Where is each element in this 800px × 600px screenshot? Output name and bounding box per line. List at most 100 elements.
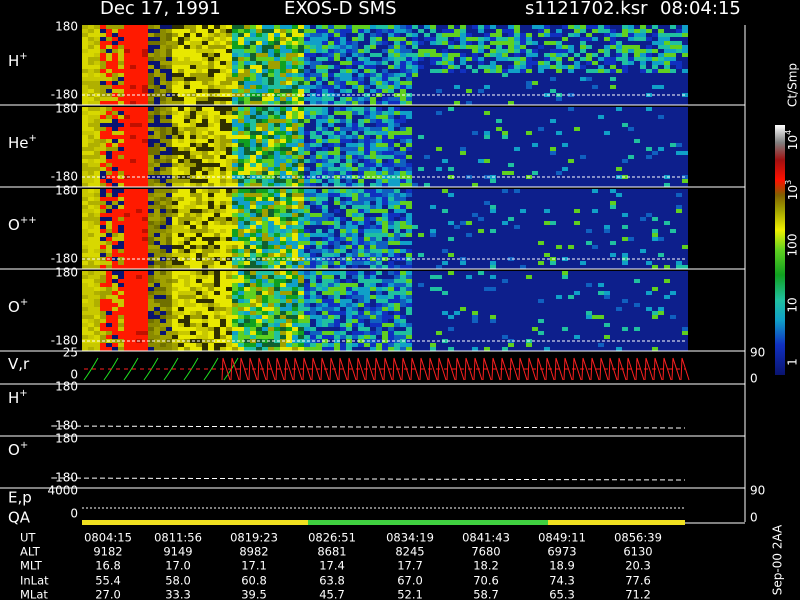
spectrogram-cell [658,163,664,167]
spectrogram-cell [418,159,424,163]
spectrogram-cell [286,81,292,85]
spectrogram-cell [202,45,208,49]
spectrogram-cell [640,123,646,127]
spectrogram-cell [652,139,658,143]
spectrogram-cell [388,175,394,179]
spectrogram-cell [484,135,490,139]
spectrogram-cell [244,97,250,101]
spectrogram-cell [628,61,634,65]
spectrogram-cell [316,163,322,167]
spectrogram-cell [622,25,628,29]
spectrogram-cell [316,53,322,57]
spectrogram-cell [616,139,622,143]
spectrogram-cell [232,33,238,37]
spectrogram-cell [184,197,190,201]
spectrogram-cell [514,119,520,123]
spectrogram-cell [220,225,226,229]
spectrogram-cell [598,131,604,135]
spectrogram-cell [424,167,430,171]
spectrogram-cell [376,183,382,187]
spectrogram-cell [244,253,250,257]
spectrogram-cell [274,233,280,237]
spectrogram-cell [682,29,688,33]
spectrogram-cell [256,41,262,45]
spectrogram-cell [196,81,202,85]
spectrogram-cell [334,29,340,33]
spectrogram-cell [238,241,244,245]
spectrogram-cell [634,69,640,73]
spectrogram-cell [406,25,412,29]
spectrogram-cell [472,167,478,171]
spectrogram-cell [124,213,130,217]
spectrogram-cell [424,111,430,115]
spectrogram-cell [148,97,154,101]
spectrogram-cell [394,69,400,73]
spectrogram-cell [106,41,112,45]
spectrogram-cell [310,147,316,151]
spectrogram-cell [214,159,220,163]
spectrogram-cell [298,97,304,101]
spectrogram-cell [460,81,466,85]
spectrogram-cell [640,183,646,187]
spectrogram-cell [370,45,376,49]
spectrogram-cell [208,41,214,45]
spectrogram-cell [112,159,118,163]
spectrogram-cell [502,37,508,41]
spectrogram-cell [262,253,268,257]
spectrogram-cell [328,189,334,193]
spectrogram-cell [610,33,616,37]
spectrogram-cell [268,65,274,69]
spectrogram-cell [190,229,196,233]
spectrogram-cell [148,45,154,49]
spectrogram-cell [658,33,664,37]
spectrogram-cell [136,225,142,229]
spectrogram-cell [172,89,178,93]
spectrogram-cell [418,41,424,45]
spectrogram-cell [82,163,88,167]
spectrogram-cell [88,29,94,33]
spectrogram-cell [520,131,526,135]
spectrogram-cell [226,179,232,183]
spectrogram-cell [496,85,502,89]
spectrogram-cell [172,139,178,143]
spectrogram-cell [94,115,100,119]
spectrogram-cell [592,73,598,77]
spectrogram-cell [406,85,412,89]
spectrogram-cell [262,85,268,89]
spectrogram-cell [232,147,238,151]
spectrogram-cell [436,73,442,77]
spectrogram-cell [94,69,100,73]
spectrogram-cell [676,183,682,187]
spectrogram-cell [670,111,676,115]
spectrogram-cell [502,119,508,123]
spectrogram-cell [244,81,250,85]
spectrogram-cell [220,229,226,233]
spectrogram-cell [430,77,436,81]
spectrogram-cell [130,139,136,143]
spectrogram-cell [268,237,274,241]
spectrogram-cell [328,171,334,175]
spectrogram-cell [130,115,136,119]
spectrogram-cell [562,155,568,159]
spectrogram-cell [280,107,286,111]
spectrogram-cell [382,179,388,183]
spectrogram-cell [256,171,262,175]
spectrogram-cell [256,179,262,183]
spectrogram-cell [298,237,304,241]
spectrogram-cell [412,73,418,77]
spectrogram-cell [166,193,172,197]
spectrogram-cell [544,143,550,147]
spectrogram-cell [562,163,568,167]
spectrogram-cell [130,225,136,229]
spectrogram-cell [550,163,556,167]
spectrogram-cell [274,127,280,131]
spectrogram-cell [196,253,202,257]
spectrogram-cell [226,29,232,33]
spectrogram-cell [160,73,166,77]
spectrogram-cell [202,127,208,131]
spectrogram-cell [274,25,280,29]
spectrogram-cell [568,61,574,65]
spectrogram-cell [328,257,334,261]
spectrogram-cell [142,119,148,123]
spectrogram-cell [436,29,442,33]
